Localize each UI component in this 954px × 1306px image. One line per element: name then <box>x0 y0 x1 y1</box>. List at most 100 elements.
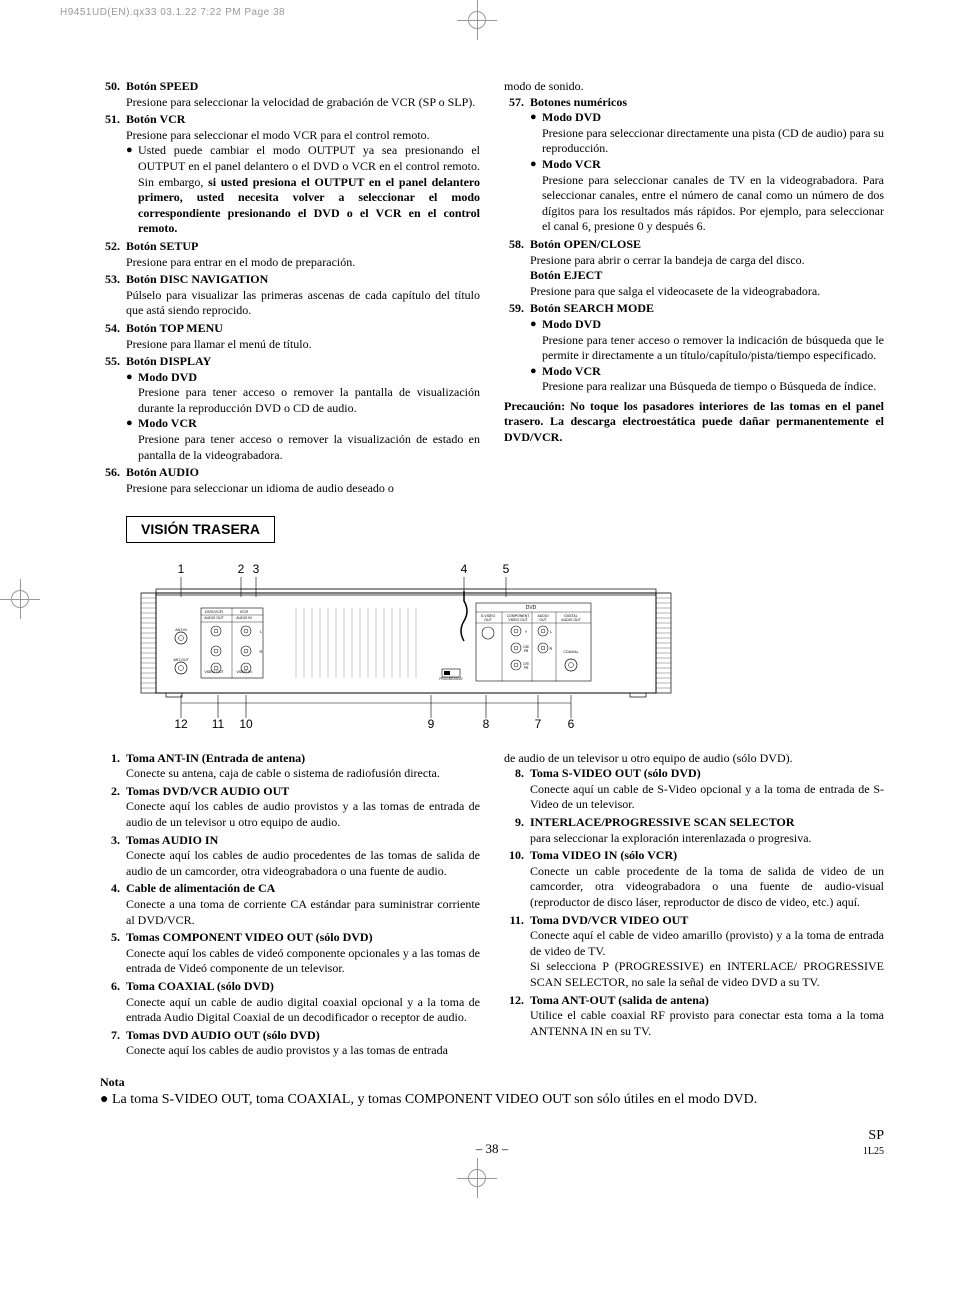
bullet-icon: ● <box>530 157 542 235</box>
item-description: para seleccionar la exploración interenl… <box>530 831 884 847</box>
item-description: Conecte aquí los cables de audio procede… <box>126 848 480 879</box>
item-description: Presione para llamar el menú de título. <box>126 337 480 353</box>
item-description: Conecte su antena, caja de cable o siste… <box>126 766 480 782</box>
svg-text:VIDEO OUT: VIDEO OUT <box>204 670 224 674</box>
sub-description: Presione para tener acceso o remover la … <box>138 385 480 416</box>
page-number: – 38 – <box>476 1141 509 1158</box>
item-description: Conecte aquí los cables de videó compone… <box>126 946 480 977</box>
item-description: Conecte aquí los cables de audio provist… <box>126 799 480 830</box>
item-description: Conecte aquí un cable de S-Video opciona… <box>530 782 884 813</box>
sub-item: ●Modo DVDPresione para seleccionar direc… <box>530 110 884 157</box>
list-item: 4.Cable de alimentación de CAConecte a u… <box>100 881 480 928</box>
item-title: INTERLACE/PROGRESSIVE SCAN SELECTOR <box>530 815 795 829</box>
svg-text:AUDIO OUT: AUDIO OUT <box>204 616 224 620</box>
sub-title: Modo VCR <box>138 416 480 432</box>
svg-text:VCR: VCR <box>240 609 249 614</box>
item-title: Botones numéricos <box>530 95 627 109</box>
item-title: Toma ANT-OUT (salida de antena) <box>530 993 709 1007</box>
bullet-icon: ● <box>530 110 542 157</box>
sub-description: Presione para tener acceso o remover la … <box>542 333 884 364</box>
item-title: Tomas COMPONENT VIDEO OUT (sólo DVD) <box>126 930 373 944</box>
nota-text: La toma S-VIDEO OUT, toma COAXIAL, y tom… <box>112 1091 884 1109</box>
item-number: 53. <box>100 272 126 319</box>
section-title-box: VISIÓN TRASERA <box>126 516 275 542</box>
svg-text:DVD: DVD <box>526 605 537 611</box>
svg-text:COAXIAL: COAXIAL <box>563 650 578 654</box>
item-title: Tomas DVD/VCR AUDIO OUT <box>126 784 289 798</box>
item-number: 55. <box>100 354 126 463</box>
side-registration-mark <box>0 579 40 619</box>
sub-item: ●Modo DVDPresione para tener acceso o re… <box>126 370 480 417</box>
page-content: 50.Botón SPEEDPresione para seleccionar … <box>0 19 954 1198</box>
sub-description: Presione para seleccionar canales de TV … <box>542 173 884 235</box>
item-number: 58. <box>504 237 530 299</box>
bullet-icon: ● <box>530 364 542 395</box>
svg-text:4: 4 <box>461 562 468 576</box>
item-number: 51. <box>100 112 126 237</box>
sub-description: Presione para seleccionar directamente u… <box>542 126 884 157</box>
item-number: 54. <box>100 321 126 352</box>
item-number: 12. <box>504 993 530 1040</box>
list-item: 55.Botón DISPLAY●Modo DVDPresione para t… <box>100 354 480 463</box>
list-item: 12.Toma ANT-OUT (salida de antena)Utilic… <box>504 993 884 1040</box>
item-description: Presione para entrar en el modo de prepa… <box>126 255 480 271</box>
item-number: 3. <box>100 833 126 880</box>
item-description: Púlselo para visualizar las primeras asc… <box>126 288 480 319</box>
item-number: 59. <box>504 301 530 395</box>
item-title: Tomas DVD AUDIO OUT (sólo DVD) <box>126 1028 320 1042</box>
item-description: Utilice el cable coaxial RF provisto par… <box>530 1008 884 1039</box>
item-description: Conecte aquí un cable de audio digital c… <box>126 995 480 1026</box>
right-column-bottom: de audio de un televisor u otro equipo d… <box>504 751 884 1061</box>
nota-section: Nota ● La toma S-VIDEO OUT, toma COAXIAL… <box>100 1075 884 1109</box>
rear-panel-diagram: 123451211109876DVD/VCRVCRAUDIO OUTAUDIO … <box>126 553 884 743</box>
sub-title: Modo DVD <box>138 370 480 386</box>
svg-text:1: 1 <box>178 562 185 576</box>
bullet-icon: ● <box>530 317 542 364</box>
item-description: Presione para abrir o cerrar la bandeja … <box>530 253 884 269</box>
svg-text:ANT-IN: ANT-IN <box>175 628 187 632</box>
svg-text:L: L <box>260 629 263 634</box>
nota-bullet: ● <box>100 1091 112 1109</box>
item-number: 10. <box>504 848 530 910</box>
list-item: 7.Tomas DVD AUDIO OUT (sólo DVD)Conecte … <box>100 1028 480 1059</box>
item-title: Botón DISPLAY <box>126 354 211 368</box>
svg-text:VIDEO OUT: VIDEO OUT <box>508 618 528 622</box>
sub-item: ●Modo DVDPresione para tener acceso o re… <box>530 317 884 364</box>
item-title: Toma S-VIDEO OUT (sólo DVD) <box>530 766 701 780</box>
list-item: 10.Toma VIDEO IN (sólo VCR) Conecte un ca… <box>504 848 884 910</box>
item-number: 56. <box>100 465 126 496</box>
sub-item: ●Modo VCRPresione para realizar una Búsq… <box>530 364 884 395</box>
print-header: H9451UD(EN).qx33 03.1.22 7:22 PM Page 38 <box>0 0 954 19</box>
sub-description: Presione para tener acceso o remover la … <box>138 432 480 463</box>
svg-text:5: 5 <box>503 562 510 576</box>
svg-text:9: 9 <box>428 717 435 731</box>
list-item: 2.Tomas DVD/VCR AUDIO OUTConecte aquí lo… <box>100 784 480 831</box>
list-item: 54.Botón TOP MENUPresione para llamar el… <box>100 321 480 352</box>
svg-text:OUT: OUT <box>484 618 492 622</box>
svg-text:3: 3 <box>253 562 260 576</box>
item-title: Toma VIDEO IN (sólo VCR) <box>530 848 677 862</box>
sub-title: Modo VCR <box>542 157 884 173</box>
continuation-text: de audio de un televisor u otro equipo d… <box>504 751 884 767</box>
svg-text:Y: Y <box>525 629 528 634</box>
item-description: Conecte un cable procedente de la toma d… <box>530 864 884 911</box>
item-title: Botón OPEN/CLOSE <box>530 237 641 251</box>
bullet-icon: ● <box>126 143 138 237</box>
bullet-icon: ● <box>126 416 138 463</box>
warning-text: Precaución: No toque los pasadores inter… <box>504 399 884 446</box>
list-item: 53.Botón DISC NAVIGATIONPúlselo para vis… <box>100 272 480 319</box>
list-item: 52.Botón SETUPPresione para entrar en el… <box>100 239 480 270</box>
sub-description: Presione para realizar una Búsqueda de t… <box>542 379 884 395</box>
svg-text:OUT: OUT <box>539 618 547 622</box>
item-title: Botón SPEED <box>126 79 198 93</box>
svg-text:10: 10 <box>239 717 253 731</box>
item-description: Conecte aquí los cables de audio provist… <box>126 1043 480 1059</box>
svg-text:ANT-OUT: ANT-OUT <box>173 658 189 662</box>
svg-text:11: 11 <box>212 717 225 731</box>
svg-text:7: 7 <box>535 717 542 731</box>
sub-description: Usted puede cambiar el modo OUTPUT ya se… <box>138 143 480 237</box>
list-item: 11.Toma DVD/VCR VIDEO OUTConecte aquí el… <box>504 913 884 991</box>
item-number: 5. <box>100 930 126 977</box>
item-number: 1. <box>100 751 126 782</box>
sub-item: ●Usted puede cambiar el modo OUTPUT ya s… <box>126 143 480 237</box>
